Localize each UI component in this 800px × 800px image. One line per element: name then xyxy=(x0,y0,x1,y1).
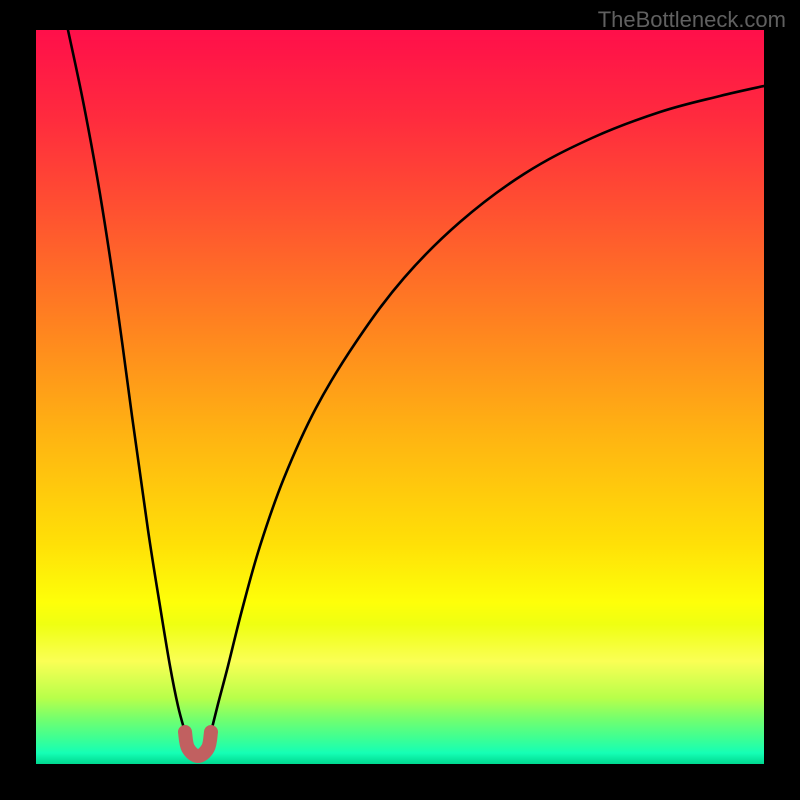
figure-stage: TheBottleneck.com xyxy=(0,0,800,800)
trough-marker xyxy=(185,732,211,756)
watermark-text: TheBottleneck.com xyxy=(598,7,786,33)
bottleneck-curve-right xyxy=(211,86,764,732)
curve-layer xyxy=(36,30,764,764)
bottleneck-curve-left xyxy=(68,30,185,732)
plot-area xyxy=(36,30,764,764)
